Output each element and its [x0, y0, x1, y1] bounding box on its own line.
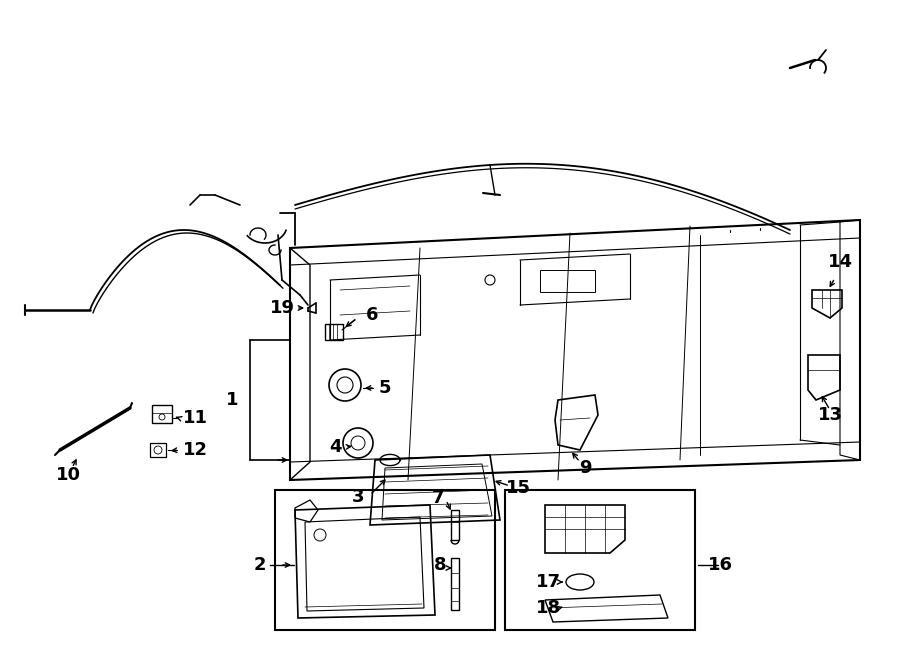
Text: 10: 10 — [56, 466, 80, 484]
Text: 2: 2 — [254, 556, 266, 574]
Text: 17: 17 — [536, 573, 561, 591]
Text: 14: 14 — [827, 253, 852, 271]
Text: 11: 11 — [183, 409, 208, 427]
Text: 7: 7 — [432, 489, 445, 507]
Bar — [325, 324, 343, 340]
Text: 8: 8 — [434, 556, 446, 574]
Bar — [540, 270, 595, 292]
Bar — [451, 510, 459, 540]
Bar — [150, 443, 166, 457]
Text: 16: 16 — [707, 556, 733, 574]
Text: 15: 15 — [506, 479, 530, 497]
Bar — [451, 558, 459, 610]
Bar — [505, 490, 695, 630]
Text: 3: 3 — [352, 488, 365, 506]
Text: 6: 6 — [365, 306, 378, 324]
Bar — [275, 490, 495, 630]
Text: 12: 12 — [183, 441, 208, 459]
Text: 13: 13 — [817, 406, 842, 424]
Bar — [152, 405, 172, 423]
Text: 9: 9 — [579, 459, 591, 477]
Text: 18: 18 — [536, 599, 561, 617]
Text: 19: 19 — [269, 299, 294, 317]
Text: 5: 5 — [379, 379, 392, 397]
Text: 4: 4 — [328, 438, 341, 456]
Text: 1: 1 — [226, 391, 239, 409]
